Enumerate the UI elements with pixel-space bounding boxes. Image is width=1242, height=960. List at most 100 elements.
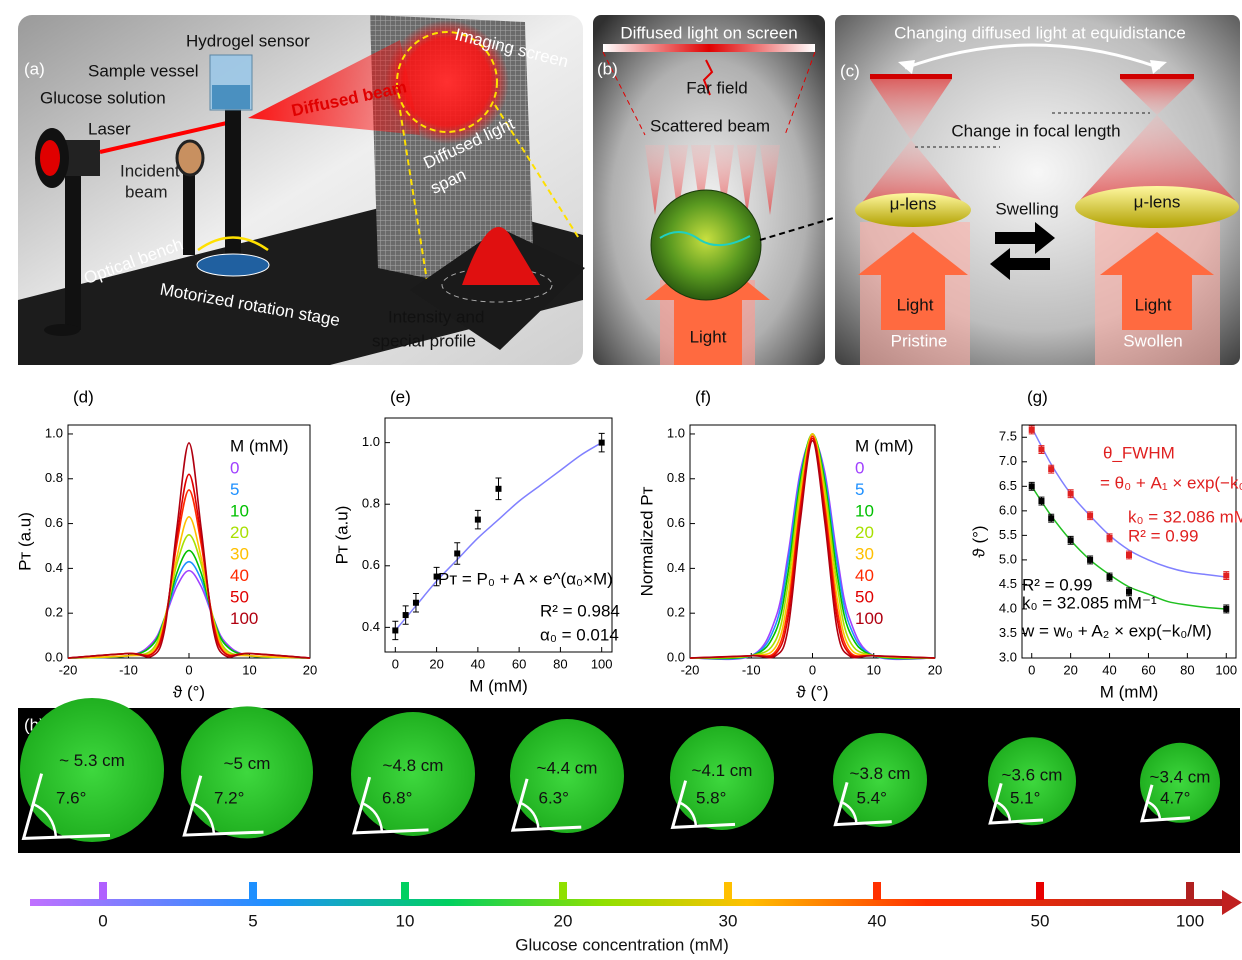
colorbar-tick [873, 882, 881, 900]
data-point [599, 440, 605, 446]
curve [68, 517, 310, 658]
spot-size: ~4.8 cm [383, 756, 444, 775]
spot-angle: 5.1° [1010, 788, 1040, 807]
laser-base [44, 324, 80, 336]
data-point [1068, 491, 1074, 497]
y-tick-label: 0.0 [45, 649, 63, 664]
y-tick-label: 0.8 [667, 470, 685, 485]
colorbar-tick-label: 30 [719, 911, 738, 930]
x-axis-label: ϑ (°) [796, 682, 828, 701]
x-tick-label: 60 [512, 656, 526, 671]
chart: 0204060801003.03.54.04.55.05.56.06.57.07… [969, 387, 1242, 701]
spot-size: ~4.1 cm [692, 761, 753, 780]
spot-size: ~4.4 cm [537, 759, 598, 778]
panel-a: Imaging screen Hydrogel sensor Sample ve… [18, 15, 585, 365]
label-sample-vessel: Sample vessel [88, 61, 199, 80]
panel-title: Changing diffused light at equidistance [894, 23, 1186, 42]
y-tick-label: 6.5 [999, 478, 1017, 493]
legend-title: M (mM) [855, 436, 914, 455]
y-tick-label: 0.8 [45, 470, 63, 485]
x-tick-label: 40 [471, 656, 485, 671]
x-axis-label: ϑ (°) [173, 682, 205, 701]
x-tick-label: 100 [591, 656, 613, 671]
data-point [1107, 574, 1113, 580]
legend-entry: 20 [230, 523, 249, 542]
curve [68, 474, 310, 658]
legend-entry: 5 [855, 480, 864, 499]
data-point [1068, 537, 1074, 543]
annotation: = θ₀ + A₁ × exp(−k₀/M) [1100, 473, 1242, 492]
spot-angle: 4.7° [1160, 788, 1190, 807]
x-tick-label: -20 [681, 662, 700, 677]
panel-label: (c) [840, 61, 860, 80]
curve [68, 490, 310, 658]
plot-frame [68, 425, 310, 658]
label-lens: μ-lens [890, 194, 937, 213]
data-point [1048, 466, 1054, 472]
y-tick-label: 6.0 [999, 502, 1017, 517]
y-tick-label: 5.0 [999, 551, 1017, 566]
data-point [1223, 606, 1229, 612]
legend-entry: 30 [855, 544, 874, 563]
curve [690, 438, 935, 659]
spot-size: ~3.4 cm [1150, 767, 1211, 786]
data-point [1029, 483, 1035, 489]
x-tick-label: 0 [392, 656, 399, 671]
legend-entry: 20 [855, 523, 874, 542]
curve [690, 438, 935, 658]
colorbar-tick-label: 50 [1031, 911, 1050, 930]
spot-angle: 6.8° [382, 788, 412, 807]
x-tick-label: -20 [59, 662, 78, 677]
label-laser: Laser [88, 119, 131, 138]
hydrogel-microstructure [651, 190, 761, 300]
data-point [1223, 573, 1229, 579]
y-tick-label: 0.2 [45, 605, 63, 620]
x-tick-label: 60 [1141, 662, 1155, 677]
annotation: k₀ = 32.085 mM⁻¹ [1022, 593, 1157, 612]
curve [68, 550, 310, 658]
y-tick-label: 0.6 [362, 557, 380, 572]
y-axis-label: Normalized Pᴛ [637, 486, 656, 596]
y-tick-label: 0.6 [667, 515, 685, 530]
curve [68, 571, 310, 658]
x-tick-label: 10 [867, 662, 881, 677]
annotation: Pᴛ = P₀ + A × e^(α₀×M) [438, 569, 613, 588]
legend-entry: 30 [230, 544, 249, 563]
legend-entry: 0 [230, 458, 239, 477]
x-axis-label: M (mM) [1100, 682, 1159, 701]
data-point [475, 517, 481, 523]
colorbar-arrow [1222, 890, 1242, 915]
chart-label: (d) [73, 387, 94, 406]
curve [68, 535, 310, 658]
label-intensity: Intensity and [388, 307, 484, 326]
colorbar-tick [1036, 882, 1044, 900]
spot-angle: 6.3° [539, 788, 569, 807]
spot-size: ~5 cm [224, 754, 271, 773]
y-tick-label: 0.2 [667, 605, 685, 620]
colorbar-tick-label: 40 [868, 911, 887, 930]
spot-angle: 5.4° [857, 788, 887, 807]
legend-entry: 100 [855, 609, 883, 628]
label-hydrogel-sensor: Hydrogel sensor [186, 31, 310, 50]
y-tick-label: 0.0 [667, 649, 685, 664]
curve [68, 562, 310, 658]
sample-post [225, 108, 241, 268]
y-tick-label: 3.0 [999, 649, 1017, 664]
colorbar-tick [401, 882, 409, 900]
annotation: k₀ = 32.086 mM⁻¹ [1128, 507, 1242, 526]
data-point [413, 600, 419, 606]
plot-frame [690, 425, 935, 658]
label-pristine: Pristine [891, 331, 948, 350]
data-point [496, 486, 502, 492]
curve [690, 434, 935, 658]
data-point [1048, 515, 1054, 521]
chart-label: (f) [695, 387, 711, 406]
screen-spot-left [870, 74, 952, 79]
data-point [403, 612, 409, 618]
data-point [1038, 498, 1044, 504]
y-axis-label: Pᴛ (a.u) [15, 512, 34, 571]
laser-post [65, 160, 81, 330]
legend-entry: 10 [855, 501, 874, 520]
y-tick-label: 4.5 [999, 576, 1017, 591]
